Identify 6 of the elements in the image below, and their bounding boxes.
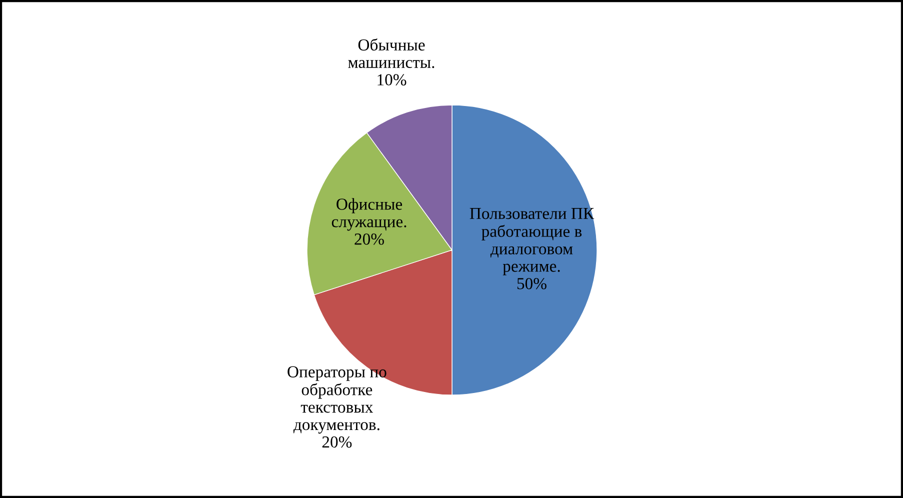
slice-label: Офисные служащие. (332, 198, 406, 231)
slice-label: Обычные машинисты. (348, 38, 434, 68)
data-label: 10% (378, 74, 406, 86)
data-label: 20% (322, 436, 352, 448)
data-label: 50% (517, 278, 546, 290)
data-label: 20% (354, 233, 384, 245)
